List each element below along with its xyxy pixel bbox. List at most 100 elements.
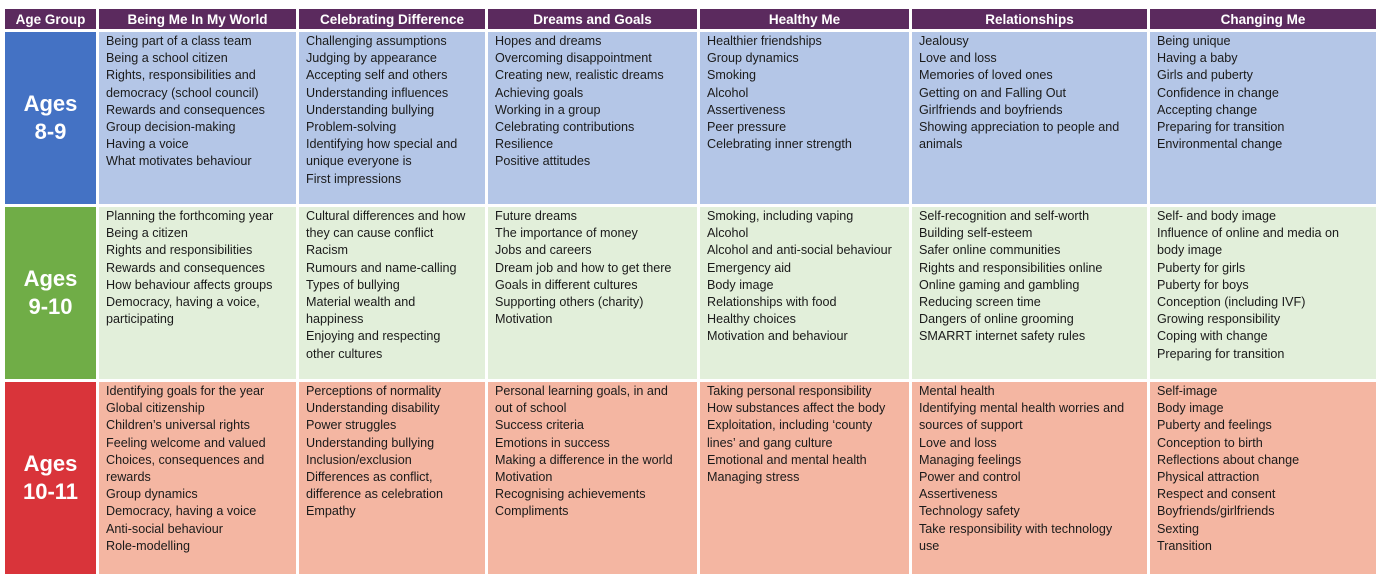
topic-item: use — [919, 538, 940, 553]
topic-cell: Self-recognition and self-worth Building … — [912, 207, 1147, 379]
topic-item: Managing feelings — [919, 452, 1022, 467]
topic-item: participating — [106, 312, 174, 327]
topic-item: Identifying how special and — [306, 137, 458, 152]
topic-item: Motivation — [495, 312, 553, 327]
topic-item: Puberty and feelings — [1157, 418, 1272, 433]
topic-item: Motivation — [495, 470, 553, 485]
topic-item: Emergency aid — [707, 260, 791, 275]
topic-item: Challenging assumptions — [306, 34, 447, 48]
topic-item: Emotions in success — [495, 435, 610, 450]
topic-item: Growing responsibility — [1157, 312, 1281, 327]
topic-item: Alcohol — [707, 85, 749, 100]
topic-item: Jealousy — [919, 34, 969, 48]
topic-item: Dream job and how to get there — [495, 260, 672, 275]
topic-item: Mental health — [919, 384, 995, 398]
topic-item: Building self-esteem — [919, 226, 1033, 241]
topic-item: Preparing for transition — [1157, 120, 1285, 135]
topic-item: Rights and responsibilities — [106, 243, 253, 258]
topic-item: Overcoming disappointment — [495, 51, 652, 66]
topic-item: Being a citizen — [106, 226, 188, 241]
topic-item: Emotional and mental health — [707, 452, 867, 467]
topic-item: Judging by appearance — [306, 51, 437, 66]
topic-item: rewards — [106, 470, 151, 485]
topic-item: Goals in different cultures — [495, 277, 638, 292]
topic-item: Respect and consent — [1157, 487, 1276, 502]
topic-item: Influence of online and media on — [1157, 226, 1340, 241]
topic-item: Taking personal responsibility — [707, 384, 872, 398]
topic-list: Personal learning goals, in and out of sc… — [495, 383, 691, 521]
topic-item: democracy (school council) — [106, 85, 259, 100]
topic-item: Memories of loved ones — [919, 68, 1053, 83]
topic-item: Smoking, including vaping — [707, 209, 854, 223]
topic-list: Being part of a class team Being a school… — [106, 33, 290, 171]
age-group-text: 8-9 — [34, 119, 67, 144]
topic-item: Dangers of online grooming — [919, 312, 1074, 327]
topic-item: Accepting change — [1157, 102, 1258, 117]
topic-item: Power and control — [919, 470, 1021, 485]
topic-item: unique everyone is — [306, 154, 412, 169]
topic-item: Role-modelling — [106, 538, 190, 553]
topic-item: Technology safety — [919, 504, 1020, 519]
topic-item: Anti-social behaviour — [106, 521, 223, 536]
topic-item: Choices, consequences and — [106, 452, 265, 467]
topic-item: Democracy, having a voice, — [106, 295, 260, 310]
topic-item: Recognising achievements — [495, 487, 646, 502]
topic-item: Accepting self and others — [306, 68, 448, 83]
topic-item: sources of support — [919, 418, 1023, 433]
topic-item: Enjoying and respecting — [306, 329, 441, 344]
header-changing-me: Changing Me — [1150, 9, 1376, 29]
topic-item: Boyfriends/girlfriends — [1157, 504, 1275, 519]
topic-cell: Identifying goals for the year Global cit… — [99, 382, 296, 574]
topic-item: How behaviour affects groups — [106, 277, 273, 292]
topic-item: difference as celebration — [306, 487, 443, 502]
topic-list: Cultural differences and how they can cau… — [306, 208, 479, 363]
topic-cell: Healthier friendships Group dynamics Smoki… — [700, 32, 909, 204]
topic-item: Girls and puberty — [1157, 68, 1253, 83]
topic-item: Body image — [1157, 401, 1224, 416]
topic-cell: Jealousy Love and loss Memories of loved o… — [912, 32, 1147, 204]
topic-item: Self-image — [1157, 384, 1218, 398]
topic-item: Alcohol — [707, 226, 749, 241]
topic-item: Empathy — [306, 504, 356, 519]
topic-item: Understanding disability — [306, 401, 440, 416]
topic-cell: Perceptions of normality Understanding di… — [299, 382, 485, 574]
topic-item: Group dynamics — [106, 487, 198, 502]
topic-item: Achieving goals — [495, 85, 584, 100]
topic-list: Self-image Body image Puberty and feelings… — [1157, 383, 1370, 555]
topic-item: How substances affect the body — [707, 401, 886, 416]
topic-item: Assertiveness — [707, 102, 786, 117]
topic-item: Creating new, realistic dreams — [495, 68, 664, 83]
topic-cell: Taking personal responsibility How substa… — [700, 382, 909, 574]
topic-item: Managing stress — [707, 470, 800, 485]
topic-item: Take responsibility with technology — [919, 521, 1113, 536]
topic-item: Personal learning goals, in and — [495, 384, 668, 398]
header-dreams-goals: Dreams and Goals — [488, 9, 697, 29]
age-group-label: Ages 9-10 — [5, 207, 96, 379]
age-group-label: Ages 8-9 — [5, 32, 96, 204]
topic-item: Resilience — [495, 137, 554, 152]
topic-item: Body image — [707, 277, 774, 292]
topic-item: Alcohol and anti-social behaviour — [707, 243, 892, 258]
topic-item: Reducing screen time — [919, 295, 1041, 310]
topic-item: Showing appreciation to people and — [919, 120, 1120, 135]
topic-item: Sexting — [1157, 521, 1200, 536]
topic-list: Smoking, including vaping Alcohol Alcohol … — [707, 208, 903, 346]
header-relationships: Relationships — [912, 9, 1147, 29]
topic-item: What motivates behaviour — [106, 154, 252, 169]
topic-item: Inclusion/exclusion — [306, 452, 412, 467]
topic-list: Jealousy Love and loss Memories of loved o… — [919, 33, 1141, 153]
topic-item: Puberty for boys — [1157, 277, 1249, 292]
topic-list: Challenging assumptions Judging by appear… — [306, 33, 479, 188]
topic-cell: Planning the forthcoming year Being a cit… — [99, 207, 296, 379]
topic-item: Material wealth and — [306, 295, 416, 310]
header-age-group: Age Group — [5, 9, 96, 29]
topic-item: body image — [1157, 243, 1223, 258]
topic-item: other cultures — [306, 346, 383, 361]
topic-list: Future dreams The importance of money Jobs… — [495, 208, 691, 328]
topic-item: Relationships with food — [707, 295, 837, 310]
topic-item: Identifying goals for the year — [106, 384, 265, 398]
topic-item: Puberty for girls — [1157, 260, 1246, 275]
topic-item: Understanding bullying — [306, 435, 435, 450]
topic-item: Love and loss — [919, 51, 997, 66]
topic-item: Conception (including IVF) — [1157, 295, 1306, 310]
